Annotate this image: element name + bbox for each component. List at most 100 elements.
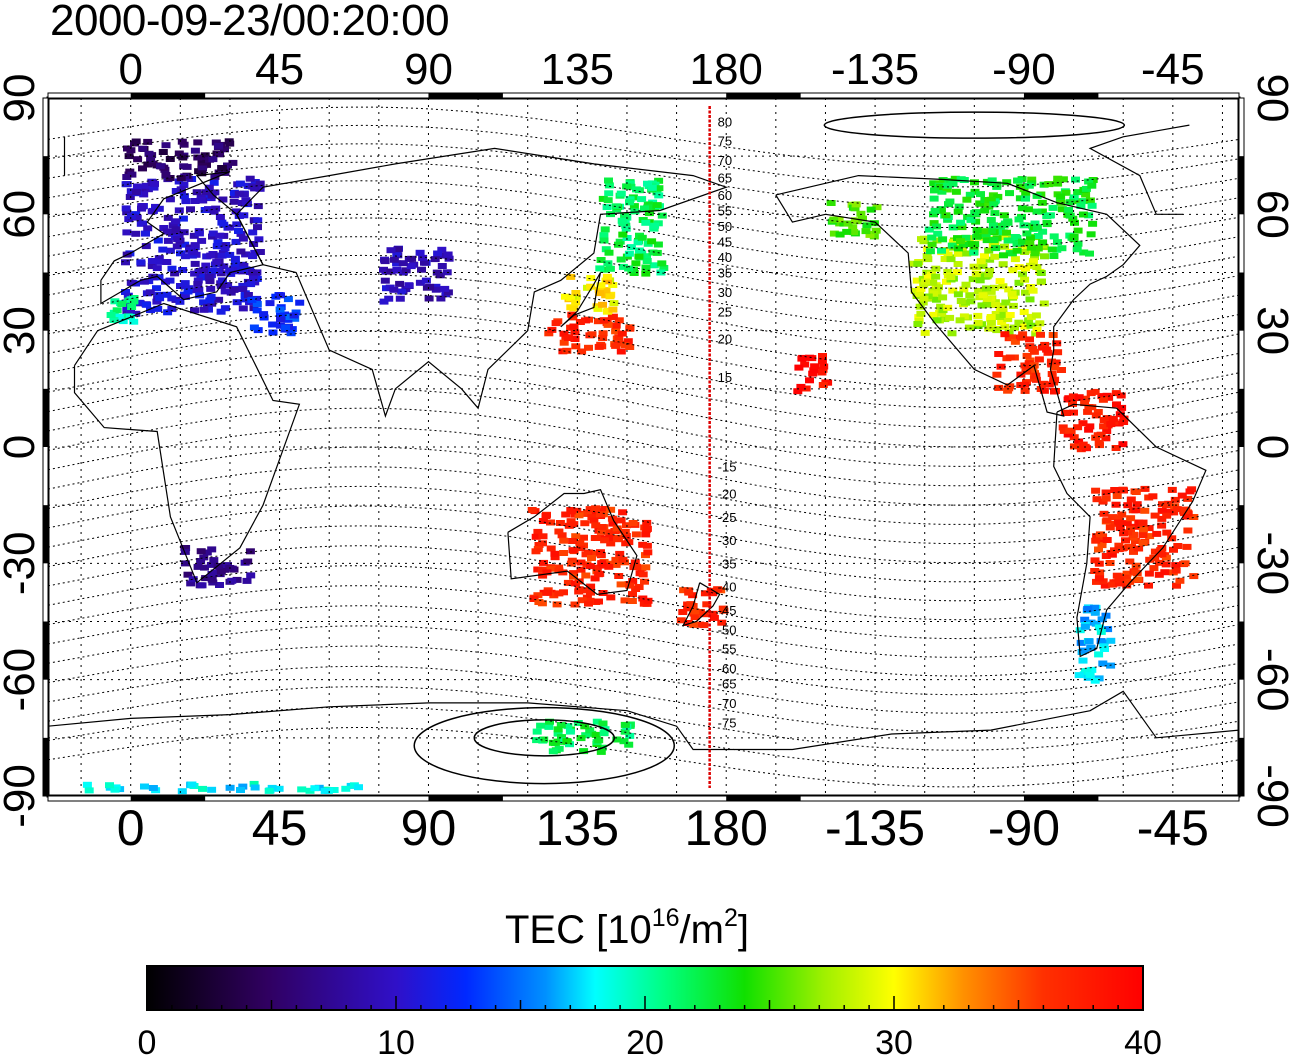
tec-cell [596, 549, 605, 556]
tec-cell [654, 177, 664, 184]
tec-cell [1111, 445, 1121, 451]
tec-cell [551, 320, 561, 327]
tec-cell [1053, 180, 1063, 187]
tec-cell [133, 156, 143, 163]
tec-cell [545, 718, 554, 725]
tec-cell [161, 142, 171, 149]
tec-cell [167, 305, 177, 312]
tec-cell [548, 748, 558, 755]
tec-cell [171, 226, 181, 233]
tec-cell [177, 138, 187, 145]
tec-cell [1106, 637, 1116, 644]
tec-cell [168, 222, 178, 229]
tec-cell [611, 556, 621, 563]
tec-cell [1131, 507, 1141, 514]
tec-cell [1005, 312, 1015, 318]
tec-cell [126, 279, 136, 286]
pole-contour-south-outer [413, 706, 675, 785]
tec-cell [1091, 487, 1101, 494]
tec-cell [163, 309, 173, 316]
tec-cell [158, 246, 168, 253]
left-lat-tick-label: 0 [0, 435, 44, 459]
tec-cell [1020, 323, 1030, 330]
tec-cell [1171, 562, 1181, 569]
tec-cell [1030, 254, 1039, 260]
tec-cell [143, 225, 153, 232]
tec-cell [569, 521, 579, 528]
tec-cell [82, 781, 92, 788]
tec-cell [249, 275, 258, 282]
magnetic-contour [48, 706, 1239, 770]
tec-cell [569, 573, 578, 580]
tec-cell [622, 183, 632, 190]
tec-cell [652, 249, 662, 256]
tec-cell [598, 195, 608, 202]
tec-cell [614, 573, 624, 579]
tec-cell [384, 295, 394, 302]
tec-cell [1003, 237, 1013, 244]
tec-cell [392, 251, 402, 258]
tec-cell [998, 307, 1008, 314]
magnetic-contour [48, 124, 1239, 188]
tec-cell [542, 569, 552, 576]
tec-cell [978, 292, 988, 299]
tec-cell [553, 726, 563, 733]
tec-cell [1126, 496, 1136, 503]
tec-cell [1091, 620, 1101, 627]
tec-cell [1087, 666, 1097, 673]
tec-cell [858, 215, 867, 222]
tec-cell [1090, 609, 1100, 616]
tec-cell [1037, 199, 1047, 206]
tec-cell [275, 322, 285, 329]
coastline [48, 690, 1239, 751]
tec-cell [386, 247, 396, 254]
tec-cell [1130, 523, 1140, 530]
tec-cell [417, 266, 426, 273]
magnetic-latitude-label: 30 [718, 285, 732, 300]
tec-cell [234, 190, 244, 197]
tec-cell [647, 184, 657, 191]
tec-cell [1094, 575, 1104, 582]
tec-cell [642, 519, 652, 526]
tec-cell [1021, 265, 1030, 272]
tec-cell [1034, 356, 1044, 363]
tec-cell [1105, 524, 1115, 531]
tec-cell [950, 175, 960, 182]
tec-cell [653, 241, 663, 248]
tec-cell [238, 286, 248, 292]
magnetic-latitude-label: 25 [718, 304, 732, 319]
tec-cell [570, 601, 580, 608]
coastline [235, 147, 729, 418]
tec-cell [615, 550, 625, 557]
magnetic-contour [48, 369, 1239, 448]
tec-cell [1083, 408, 1093, 415]
tec-cell [274, 785, 284, 792]
tec-cell [250, 179, 260, 185]
tec-cell [1085, 250, 1094, 257]
tec-cell [544, 330, 554, 337]
tec-cell [570, 329, 580, 336]
tec-cell [1097, 616, 1107, 623]
tec-cell [141, 182, 151, 189]
tec-cell [955, 317, 965, 324]
tec-cell [1021, 195, 1030, 202]
tec-cell [229, 198, 239, 205]
tec-cell [174, 178, 184, 185]
tec-cell [686, 601, 696, 608]
tec-cell [126, 309, 135, 315]
tec-cell [207, 300, 217, 307]
tec-cell [952, 269, 962, 276]
tec-cell [1101, 612, 1111, 619]
coastline [560, 272, 602, 328]
tec-cell [178, 154, 188, 161]
tec-cell [1049, 233, 1059, 240]
tec-cell [932, 296, 941, 303]
tec-cell [986, 227, 996, 234]
tec-cell [546, 519, 555, 526]
tec-cell [398, 260, 408, 267]
left-axis-segment [43, 621, 48, 680]
tec-cell [948, 180, 958, 187]
tec-cell [1167, 535, 1177, 542]
magnetic-latitude-label: 60 [718, 188, 732, 203]
tec-cell [606, 540, 616, 547]
